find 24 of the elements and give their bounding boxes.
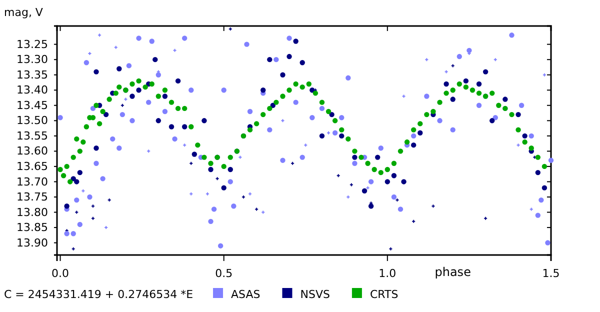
y-tick-label: 13.60 — [16, 144, 48, 158]
y-axis-title: mag, V — [4, 6, 44, 19]
legend-label: ASAS — [231, 288, 260, 301]
y-tick-label: 13.35 — [16, 68, 48, 82]
y-tick-label: 13.65 — [16, 160, 48, 173]
y-tick-label: 13.85 — [16, 221, 48, 234]
y-tick-label: 13.80 — [16, 206, 48, 219]
y-tick-label: 13.55 — [16, 129, 48, 142]
y-tick-label: 13.30 — [16, 53, 48, 66]
y-tick-label: 13.40 — [16, 84, 48, 97]
y-tick-label: 13.70 — [16, 175, 48, 188]
x-tick-label: 0.5 — [215, 266, 233, 280]
y-tick-label: 13.50 — [16, 114, 48, 128]
x-tick-label: 1.0 — [378, 266, 396, 280]
y-tick-label: 13.75 — [16, 190, 48, 204]
legend-label: NSVS — [300, 288, 330, 301]
x-tick-label: 0.0 — [52, 266, 70, 280]
legend-label: CRTS — [370, 288, 398, 301]
y-tick-label: 13.90 — [16, 236, 48, 250]
x-axis-title: phase — [434, 265, 471, 279]
text: C = 2454331.419 + 0.2746534 *E — [4, 288, 194, 301]
y-tick-label: 13.45 — [16, 98, 48, 112]
x-tick-label: 1.5 — [542, 266, 560, 280]
y-tick-label: 13.25 — [16, 38, 48, 51]
